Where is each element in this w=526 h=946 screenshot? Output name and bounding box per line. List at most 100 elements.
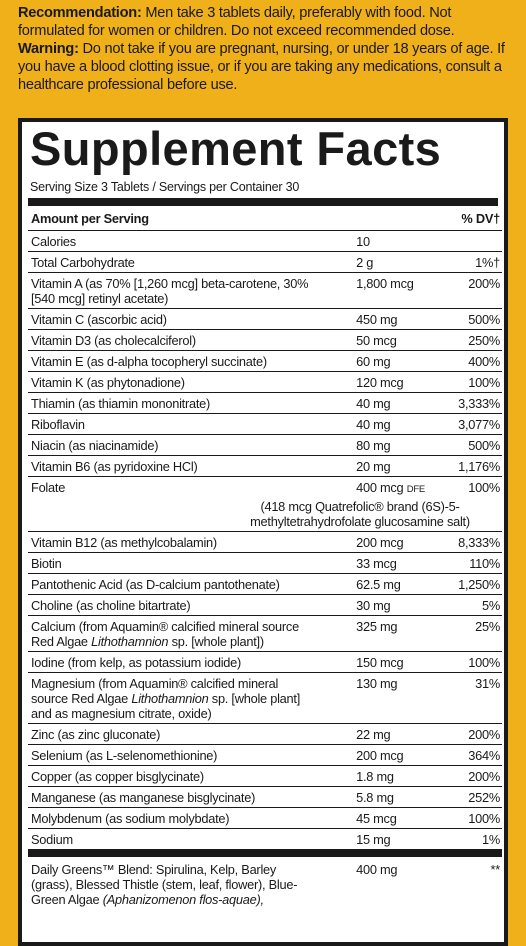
amount: 40 mg [356,396,391,411]
nutrient-row: Selenium (as L-selenomethionine) 200 mcg 3… [28,744,502,766]
name-part: Niacin (as niacinamide) [31,438,159,453]
nutrient-amount: 20 mg [320,455,457,477]
daily-value: 31% [475,676,500,691]
nutrient-dv: 400% [456,350,502,372]
nutrient-row: Pantothenic Acid (as D-calcium pantothen… [28,573,502,595]
name-part: Selenium (as L-selenomethionine) [31,748,218,763]
nutrient-amount: 22 mg [320,723,457,745]
daily-value: 252% [468,790,500,805]
name-part: Vitamin D3 (as cholecalciferol) [31,333,196,348]
name-part: Molybdenum (as sodium molybdate) [31,811,230,826]
daily-value: 250% [468,333,500,348]
nutrient-name: Selenium (as L-selenomethionine) [28,744,321,766]
facts-title: Supplement Facts [30,122,442,175]
amount: 120 mcg [356,375,404,390]
nutrient-dv: 1%† [456,251,502,273]
daily-value: 200% [468,727,500,742]
nutrient-amount: 1.8 mg [320,765,457,787]
amount: 50 mcg [356,333,397,348]
notices: Recommendation: Men take 3 tablets daily… [18,4,514,94]
nutrient-dv: 200% [456,272,502,309]
nutrient-dv: 364% [456,744,502,766]
name-part: Lithothamnion [91,634,169,649]
nutrient-dv: 100% [456,807,502,829]
amount: 20 mg [356,459,391,474]
amount: 1,800 mcg [356,276,414,291]
nutrient-row: Vitamin A (as 70% [1,260 mcg] beta-carot… [28,272,502,309]
daily-value: 500% [468,438,500,453]
notice: Recommendation: Men take 3 tablets daily… [18,4,514,40]
nutrient-name: Thiamin (as thiamin mononitrate) [28,392,321,414]
name-part: Daily Greens™ Blend: Spirulina, Kelp, Ba… [31,862,298,907]
daily-value: 364% [468,748,500,763]
nutrient-amount: 150 mcg [320,651,457,673]
nutrient-dv: 250% [456,329,502,351]
nutrient-name: Vitamin B6 (as pyridoxine HCl) [28,455,321,477]
notice: Warning: Do not take if you are pregnant… [18,40,514,94]
nutrient-row: Vitamin B6 (as pyridoxine HCl) 20 mg 1,176… [28,455,502,477]
nutrient-amount: 33 mcg [320,552,457,574]
nutrient-name: Copper (as copper bisglycinate) [28,765,321,787]
name-part: sp. [whole plant] and as magnesium citra… [31,691,301,721]
nutrient-row: Niacin (as niacinamide) 80 mg 500% [28,434,502,456]
name-part: Vitamin A (as 70% [1,260 mcg] beta-carot… [31,276,309,306]
nutrient-dv: 3,333% [456,392,502,414]
nutrient-name: Vitamin D3 (as cholecalciferol) [28,329,321,351]
nutrient-name: Niacin (as niacinamide) [28,434,321,456]
daily-value: 110% [469,556,500,571]
name-part: (Aphanizomenon flos-aquae), [102,892,264,907]
amount: 400 mcg [356,480,404,495]
name-part: Vitamin C (ascorbic acid) [31,312,167,327]
daily-value: 500% [468,312,500,327]
nutrient-amount: 40 mg [320,413,457,435]
nutrient-dv: 100% [456,651,502,673]
name-part: Biotin [31,556,62,571]
facts-body: Amount per Serving % DV† Calories 10 Total… [28,206,502,909]
nutrient-amount: 45 mcg [320,807,457,829]
nutrient-row: Thiamin (as thiamin mononitrate) 40 mg 3,3… [28,392,502,414]
nutrient-dv: 500% [456,308,502,330]
notice-text: Do not take if you are pregnant, nursing… [18,41,505,93]
thick-rule [28,198,498,206]
nutrient-amount: 325 mg [320,615,457,652]
name-part: Total Carbohydrate [31,255,135,270]
notice-label: Recommendation: [18,5,142,21]
nutrient-row: Riboflavin 40 mg 3,077% [28,413,502,435]
name-part: Vitamin E (as d-alpha tocopheryl succina… [31,354,267,369]
amount: 1.8 mg [356,769,394,784]
nutrient-row: Molybdenum (as sodium molybdate) 45 mcg 10… [28,807,502,829]
name-part: Lithothamnion [131,691,209,706]
amount: 5.8 mg [356,790,394,805]
facts-table: Amount per Serving % DV† Calories 10 Total… [28,206,502,909]
nutrient-note-row: (418 mcg Quatrefolic® brand (6S)-5-methy… [28,499,502,532]
amount: 80 mg [356,438,391,453]
nutrient-amount: 62.5 mg [320,573,457,595]
name-part: Vitamin K (as phytonadione) [31,375,185,390]
amount: 150 mcg [356,655,404,670]
nutrient-name: Vitamin E (as d-alpha tocopheryl succina… [28,350,321,372]
daily-value: 100% [468,655,500,670]
nutrient-note: (418 mcg Quatrefolic® brand (6S)-5-methy… [250,499,470,529]
nutrient-row: Zinc (as zinc gluconate) 22 mg 200% [28,723,502,745]
nutrient-amount: 5.8 mg [320,786,457,808]
amount: 15 mg [356,832,391,847]
name-part: Vitamin B6 (as pyridoxine HCl) [31,459,198,474]
daily-value: 100% [468,375,500,390]
name-part: Sodium [31,832,73,847]
name-part: sp. [whole plant]) [168,634,264,649]
amount: 30 mg [356,598,391,613]
daily-value: 3,077% [458,417,500,432]
nutrient-dv: 110% [456,552,502,574]
nutrient-name: Biotin [28,552,321,574]
amount: 62.5 mg [356,577,401,592]
nutrient-row: Vitamin B12 (as methylcobalamin) 200 mcg 8… [28,531,502,553]
nutrient-name: Pantothenic Acid (as D-calcium pantothen… [28,573,321,595]
nutrient-row: Vitamin D3 (as cholecalciferol) 50 mcg 250… [28,329,502,351]
daily-value: 1% [482,832,500,847]
nutrient-dv: 100% [456,371,502,393]
amount: 200 mcg [356,535,404,550]
nutrient-row: Daily Greens™ Blend: Spirulina, Kelp, Ba… [28,849,502,909]
nutrient-row: Vitamin K (as phytonadione) 120 mcg 100% [28,371,502,393]
nutrient-row: Total Carbohydrate 2 g 1%† [28,251,502,273]
